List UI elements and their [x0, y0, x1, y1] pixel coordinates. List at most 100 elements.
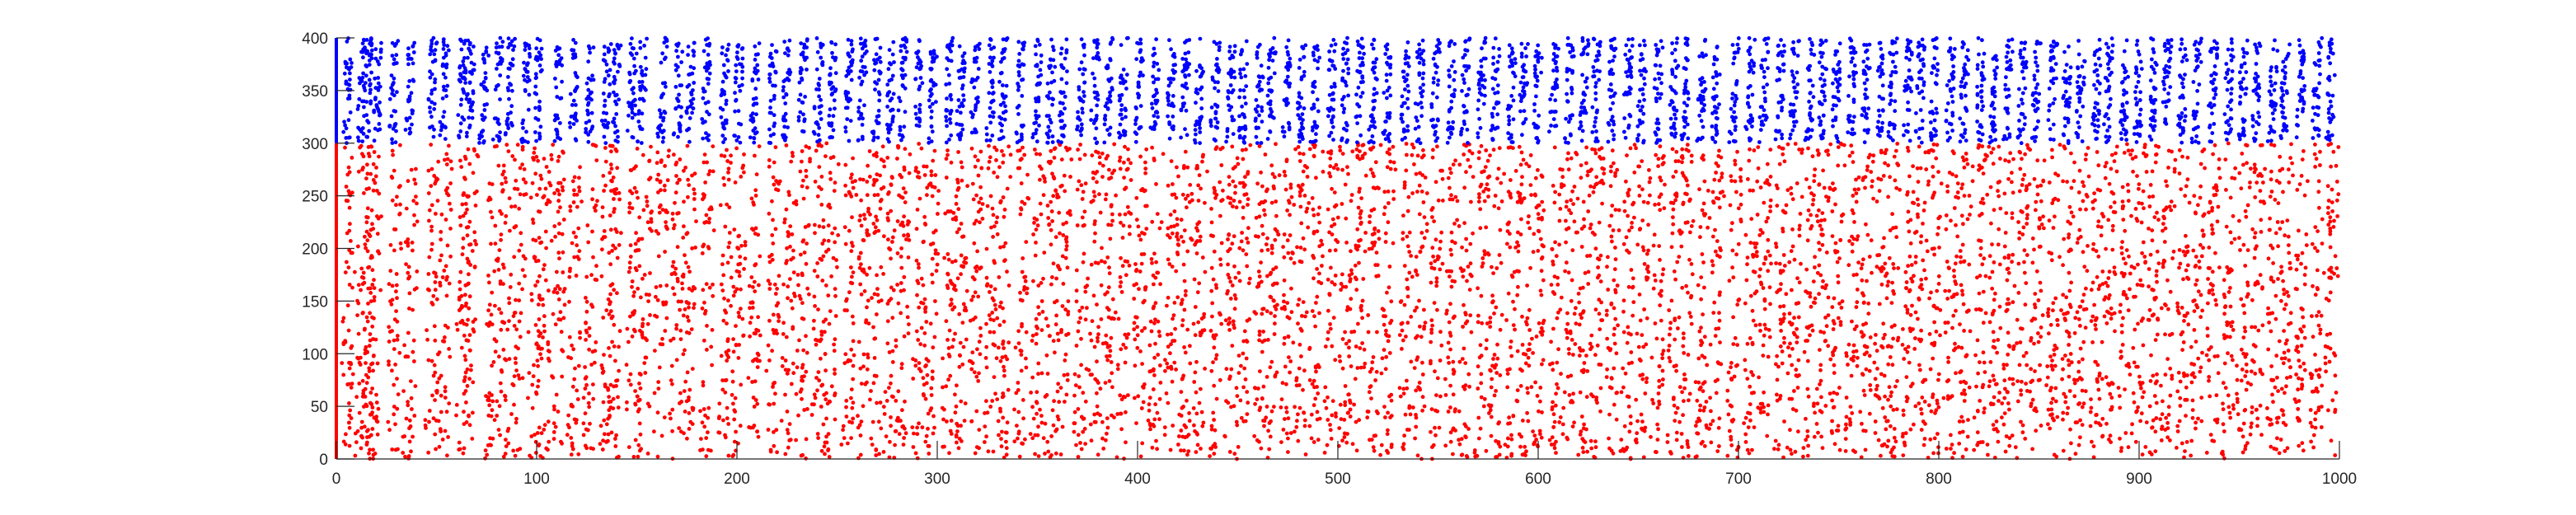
spike-dot [1248, 143, 1253, 147]
spike-dot [551, 430, 556, 434]
spike-dot [1488, 368, 1492, 372]
spike-dot [616, 405, 621, 410]
spike-dot [773, 227, 778, 232]
spike-dot [1532, 232, 1537, 236]
spike-dot [1479, 143, 1484, 148]
spike-dot [1299, 329, 1304, 333]
spike-dot [1354, 419, 1358, 424]
spike-dot [499, 311, 504, 316]
spike-dot [968, 318, 973, 323]
spike-dot [492, 269, 497, 274]
spike-dot [511, 448, 516, 453]
spike-dot [758, 358, 762, 363]
spike-dot [1092, 344, 1097, 349]
spike-dot [781, 332, 786, 336]
spike-dot [1288, 370, 1292, 375]
spike-dot [429, 228, 434, 233]
spike-dot [617, 197, 622, 202]
spike-dot [826, 293, 831, 297]
spike-dot [561, 250, 565, 255]
spike-dot [610, 314, 615, 319]
spike-dot [690, 246, 694, 250]
spike-dot [1174, 195, 1179, 200]
spike-dot [1515, 349, 1520, 353]
spike-dot [626, 445, 631, 449]
spike-dot [1283, 335, 1287, 340]
spike-dot [537, 317, 542, 321]
spike-dot [577, 249, 582, 254]
spike-dot [1496, 166, 1501, 171]
spike-dot [534, 155, 539, 159]
spike-dot [699, 437, 703, 441]
spike-dot [1219, 321, 1224, 326]
spike-dot [1218, 377, 1222, 382]
spike-dot [843, 193, 848, 198]
spike-dot [681, 352, 686, 357]
spike-dot [751, 358, 755, 363]
spike-dot [600, 447, 605, 452]
spike-dot [1232, 452, 1237, 456]
spike-dot [784, 335, 789, 339]
spike-dot [498, 381, 503, 386]
spike-dot [1393, 167, 1398, 172]
spike-dot [1363, 249, 1368, 254]
spike-dot [1301, 169, 1306, 174]
spike-dot [1091, 190, 1096, 194]
spike-dot [1401, 231, 1405, 235]
spike-dot [462, 375, 467, 380]
spike-dot [930, 194, 935, 199]
spike-dot [1232, 199, 1236, 203]
spike-dot [1498, 373, 1503, 377]
spike-dot [1126, 332, 1131, 336]
spike-dot [500, 369, 504, 374]
spike-dot [378, 288, 383, 293]
spike-dot [573, 366, 577, 371]
spike-dot [392, 317, 397, 322]
spike-dot [1502, 171, 1506, 176]
spike-dot [1265, 247, 1270, 252]
spike-dot [427, 409, 432, 413]
spike-dot [1055, 389, 1060, 394]
spike-dot [1030, 405, 1035, 410]
spike-dot [1210, 301, 1215, 306]
spike-dot [1049, 209, 1054, 213]
spike-dot [1517, 144, 1522, 149]
spike-dot [868, 397, 872, 402]
spike-dot [1386, 339, 1391, 344]
spike-dot [903, 147, 908, 152]
spike-dot [587, 405, 592, 410]
spike-dot [700, 251, 705, 255]
spike-dot [387, 330, 392, 334]
spike-dot [861, 177, 866, 182]
spike-dot [922, 239, 926, 244]
spike-dot [396, 392, 401, 396]
spike-dot [551, 437, 556, 441]
spike-dot [1438, 239, 1443, 244]
spike-dot [977, 371, 981, 376]
spike-dot [851, 321, 856, 325]
spike-dot [1279, 440, 1283, 444]
spike-dot [751, 425, 755, 430]
spike-dot [865, 228, 870, 232]
spike-dot [529, 434, 534, 438]
spike-dot [1246, 400, 1250, 405]
spike-dot [946, 352, 951, 357]
spike-dot [1338, 144, 1342, 149]
spike-dot [441, 339, 445, 344]
spike-dot [954, 404, 959, 409]
spike-dot [901, 442, 906, 447]
spike-dot [581, 421, 586, 426]
spike-dot [804, 334, 808, 339]
spike-dot [1257, 408, 1262, 413]
spike-dot [532, 151, 537, 155]
spike-dot [557, 287, 562, 292]
spike-dot [905, 304, 909, 309]
spike-dot [612, 288, 617, 293]
spike-dot [742, 170, 746, 175]
spike-dot [364, 344, 368, 349]
spike-dot [624, 363, 629, 368]
spike-dot [959, 160, 964, 165]
spike-dot [1019, 181, 1024, 185]
spike-dot [1088, 331, 1092, 336]
spike-dot [899, 265, 904, 270]
